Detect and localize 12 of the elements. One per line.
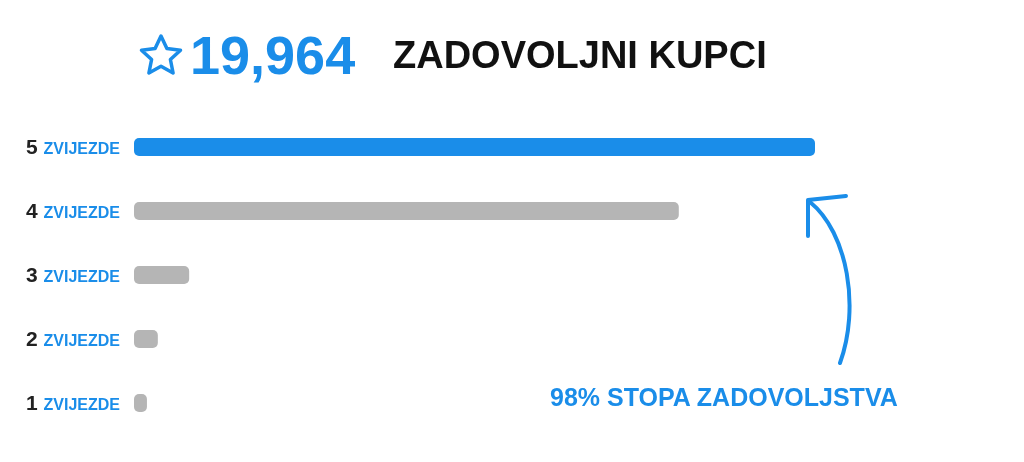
y-tick-label: 3 ZVIJEZDE xyxy=(26,263,120,286)
bar xyxy=(134,202,679,220)
text: 19,964 xyxy=(190,25,356,85)
y-tick-label: 4 ZVIJEZDE xyxy=(26,199,120,222)
annotation: 98% STOPA ZADOVOLJSTVA xyxy=(550,382,898,411)
bar xyxy=(134,266,190,284)
chart-title: ZADOVOLJNI KUPCI xyxy=(393,34,767,76)
y-tick-label: 5 ZVIJEZDE xyxy=(26,135,120,158)
bar xyxy=(134,138,815,156)
y-tick-label: 1 ZVIJEZDE xyxy=(26,391,120,414)
bar xyxy=(134,330,158,348)
y-tick-label: 2 ZVIJEZDE xyxy=(26,327,120,350)
